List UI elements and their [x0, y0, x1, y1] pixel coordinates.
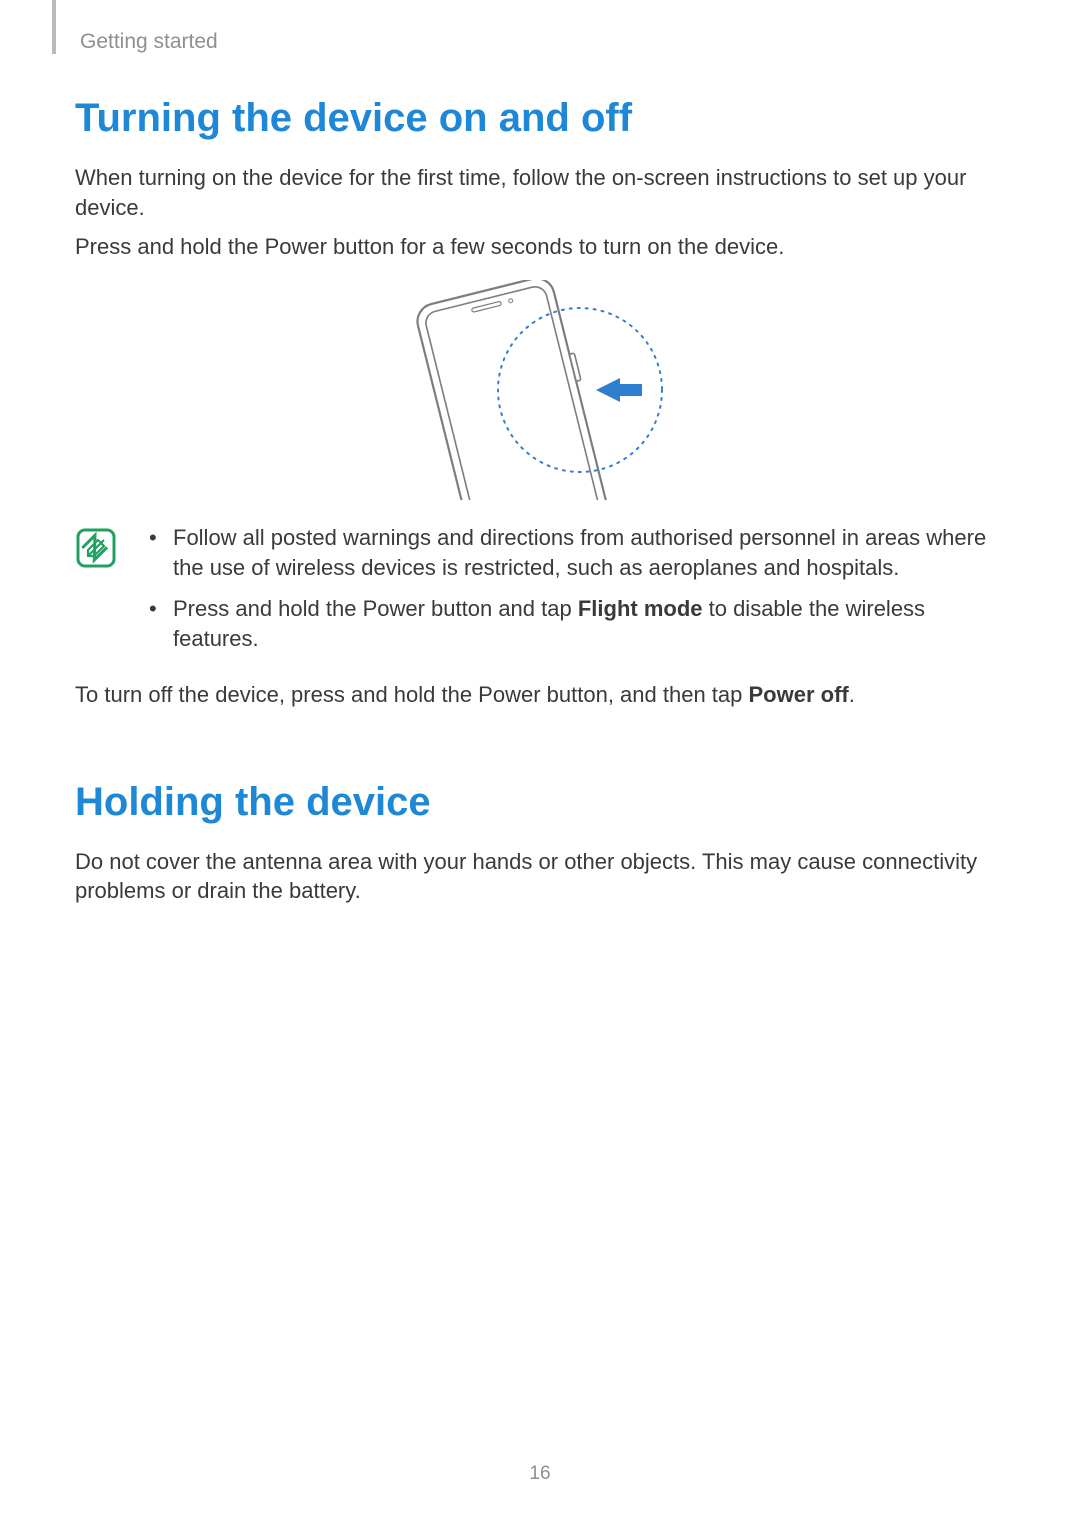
- list-item: Press and hold the Power button and tap …: [145, 594, 1005, 653]
- header-rule: [52, 0, 56, 54]
- body-paragraph: Press and hold the Power button for a fe…: [75, 232, 1005, 262]
- text-run: Press and hold the Power button and tap: [173, 596, 578, 621]
- text-bold: Power off: [749, 682, 849, 707]
- manual-page: Getting started Turning the device on an…: [0, 0, 1080, 1527]
- body-paragraph: To turn off the device, press and hold t…: [75, 680, 1005, 710]
- list-item: Follow all posted warnings and direction…: [145, 523, 1005, 582]
- page-number: 16: [0, 1463, 1080, 1485]
- device-illustration: [75, 280, 1005, 505]
- text-bold: Flight mode: [578, 596, 703, 621]
- note-icon: [75, 527, 117, 574]
- body-paragraph: When turning on the device for the first…: [75, 163, 1005, 222]
- section-title-holding: Holding the device: [75, 780, 1005, 825]
- text-run: To turn off the device, press and hold t…: [75, 682, 749, 707]
- note-block: Follow all posted warnings and direction…: [75, 523, 1005, 666]
- device-power-diagram: [390, 280, 690, 500]
- breadcrumb: Getting started: [80, 30, 218, 54]
- arrow-icon: [596, 378, 642, 402]
- page-content: Turning the device on and off When turni…: [75, 96, 1005, 916]
- section-title-power: Turning the device on and off: [75, 96, 1005, 141]
- text-run: .: [849, 682, 855, 707]
- note-list: Follow all posted warnings and direction…: [145, 523, 1005, 666]
- body-paragraph: Do not cover the antenna area with your …: [75, 847, 1005, 906]
